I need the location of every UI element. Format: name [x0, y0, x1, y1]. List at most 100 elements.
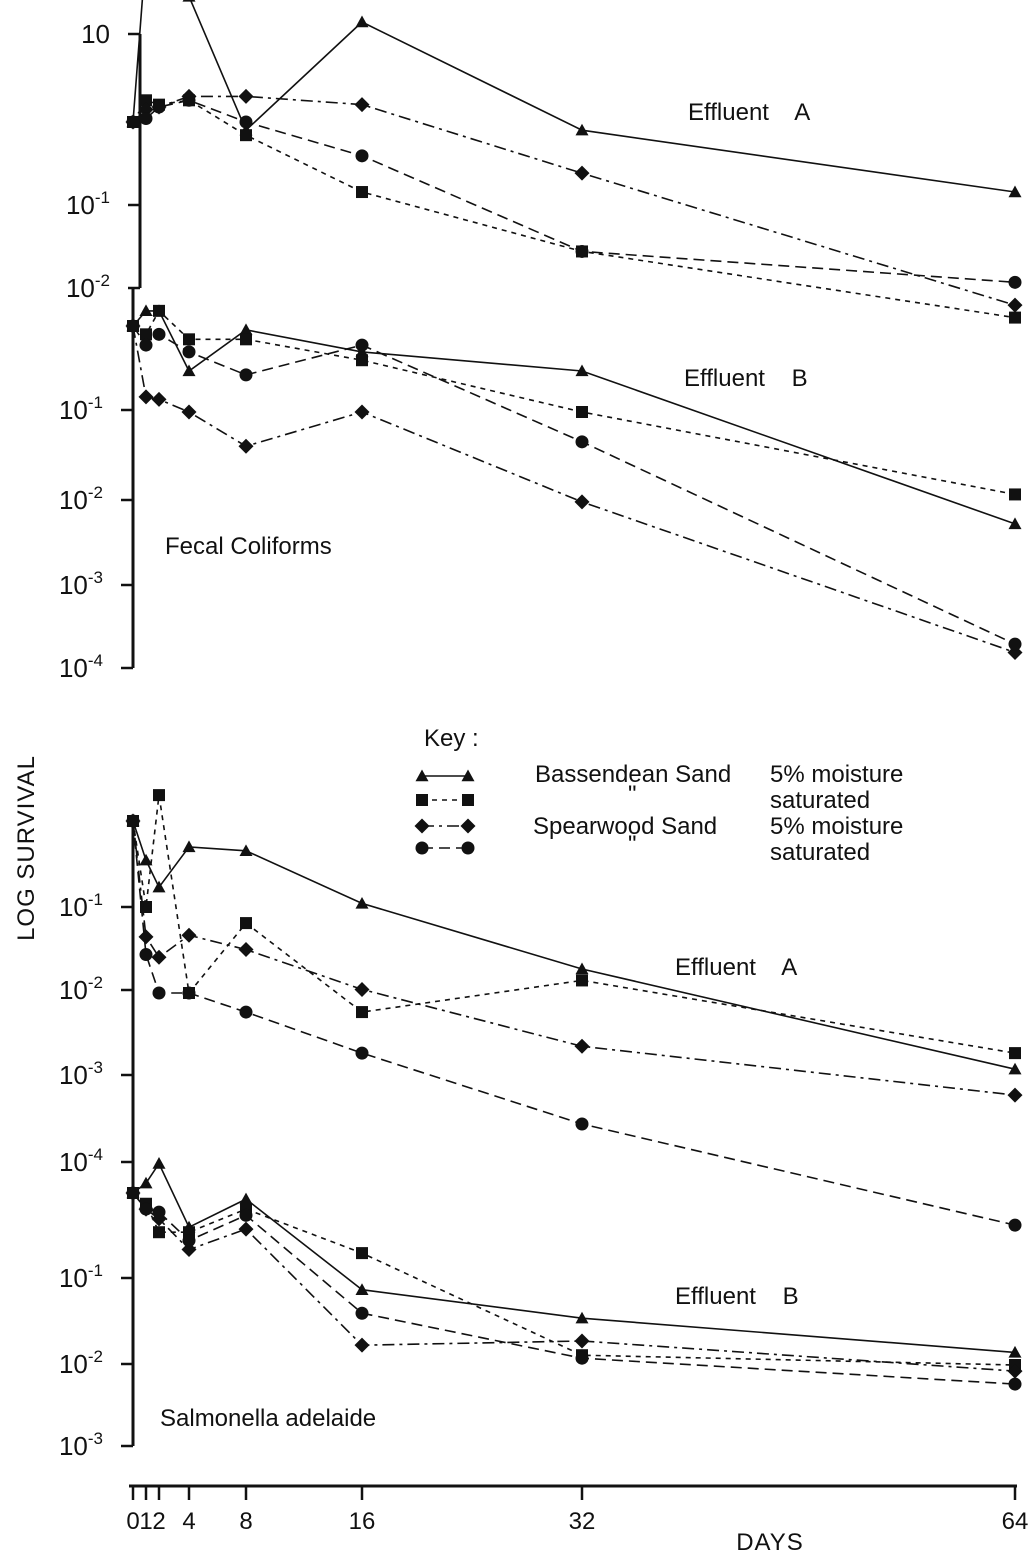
data-point-4-circle-5	[239, 1208, 253, 1222]
data-point-2-diamond-2	[138, 389, 154, 405]
data-point-2-square-4	[183, 333, 195, 346]
data-point-3-square-3	[153, 789, 165, 802]
x-tick-label-1: 1	[139, 1508, 152, 1535]
data-point-3-diamond-2	[138, 929, 154, 945]
plots-layer	[125, 0, 1023, 1391]
panel-4	[125, 1157, 1023, 1391]
data-point-4-triangle-8	[1008, 1345, 1022, 1358]
x-tick-label-16: 16	[349, 1508, 376, 1535]
y-tick-label-1-1: 10	[81, 19, 110, 49]
data-point-3-triangle-3	[152, 880, 166, 893]
data-point-3-circle-6	[355, 1046, 369, 1060]
series-line-1-square	[132, 99, 1016, 319]
data-point-4-square-6	[356, 1247, 368, 1260]
x-tick-label-0: 0	[126, 1508, 139, 1535]
data-point-1-circle-2	[139, 111, 153, 125]
data-point-2-diamond-5	[238, 438, 254, 454]
data-point-3-square-8	[1009, 1047, 1021, 1060]
series-line-2-circle	[132, 325, 1016, 645]
data-point-1-circle-3	[152, 100, 166, 114]
data-point-4-diamond-5	[238, 1221, 254, 1237]
data-point-2-diamond-7	[574, 494, 590, 510]
data-point-1-circle-5	[239, 115, 253, 129]
data-point-4-circle-3	[152, 1205, 166, 1219]
data-point-1-diamond-5	[238, 88, 254, 104]
y-tick-label-1-3: 10-2	[66, 271, 110, 303]
data-point-2-square-8	[1009, 488, 1021, 501]
data-point-2-diamond-6	[354, 404, 370, 420]
data-point-4-circle-4	[182, 1234, 196, 1248]
legend-title-colon: :	[472, 725, 479, 752]
data-point-2-circle-6	[355, 338, 369, 352]
y-tick-label-2-1: 10-1	[59, 393, 103, 425]
panel-axis-3: 10-1 10-2 10-3 10-4	[59, 818, 135, 1177]
data-point-1-triangle-6	[355, 15, 369, 28]
panel-axis-4: 10-1 10-2 10-3	[59, 1162, 135, 1461]
data-point-2-square-5	[240, 333, 252, 346]
series-line-4-circle	[132, 1192, 1016, 1385]
organism-label-salmonella: Salmonella adelaide	[160, 1405, 376, 1432]
y-tick-label-3-4: 10-4	[59, 1145, 103, 1177]
data-point-4-triangle-5	[239, 1192, 253, 1205]
legend-marker-2b	[462, 794, 474, 806]
data-point-1-diamond-7	[574, 165, 590, 181]
data-point-2-triangle-5	[239, 323, 253, 336]
panel-axis-2: 10-1 10-2 10-3 10-4	[59, 288, 135, 683]
legend-condition-3: 5% moisture	[770, 813, 903, 840]
data-point-1-diamond-6	[354, 97, 370, 113]
data-point-3-triangle-4	[182, 840, 196, 853]
data-point-1-circle-4	[182, 93, 196, 107]
data-point-3-diamond-8	[1007, 1087, 1023, 1103]
data-point-3-triangle-6	[355, 896, 369, 909]
organism-label-fecal: Fecal Coliforms	[165, 533, 332, 560]
y-tick-label-4-1: 10-1	[59, 1261, 103, 1293]
data-point-3-square-6	[356, 1006, 368, 1019]
series-line-3-square	[132, 794, 1016, 1054]
data-point-1-circle-7	[575, 244, 589, 258]
y-tick-label-2-2: 10-2	[59, 483, 103, 515]
data-point-4-circle-7	[575, 1351, 589, 1365]
series-line-2-diamond	[132, 325, 1016, 654]
data-point-2-square-7	[576, 406, 588, 418]
x-axis: 0 1 2 4 8 16 32 64	[126, 1484, 1029, 1535]
data-point-1-diamond-8	[1007, 297, 1023, 313]
series-line-4-square	[132, 1192, 1016, 1366]
axes-layer: 1010-110-210-110-210-310-410-110-210-310…	[59, 19, 1028, 1535]
y-tick-label-2-4: 10-4	[59, 651, 103, 683]
data-point-3-square-7	[576, 974, 588, 987]
data-point-2-diamond-3	[151, 391, 167, 407]
data-point-3-circle-2	[139, 948, 153, 962]
y-tick-label-3-2: 10-2	[59, 973, 103, 1005]
x-tick-label-8: 8	[239, 1508, 252, 1535]
text-layer: LOG SURVIVAL DAYS Fecal Coliforms Salmon…	[13, 99, 903, 1555]
data-point-1-triangle-8	[1008, 185, 1022, 198]
x-tick-label-32: 32	[569, 1508, 596, 1535]
legend: Key : Bassendean Sand 5% moisture " satu…	[414, 725, 903, 866]
data-point-2-circle-4	[182, 345, 196, 359]
data-point-2-square-6	[356, 354, 368, 367]
y-tick-label-4-3: 10-3	[59, 1429, 103, 1461]
legend-condition-2: saturated	[770, 787, 870, 814]
y-axis-title: LOG SURVIVAL	[13, 755, 40, 941]
data-point-2-triangle-4	[182, 364, 196, 377]
legend-soil-2: "	[628, 781, 637, 808]
legend-marker-2a	[416, 794, 428, 806]
legend-soil-3: Spearwood Sand	[533, 813, 717, 840]
x-tick-label-64: 64	[1002, 1508, 1029, 1535]
panel-2	[125, 304, 1023, 660]
legend-title: Key	[424, 725, 465, 752]
series-line-3-diamond	[132, 820, 1016, 1096]
legend-marker-3b	[460, 818, 476, 834]
data-point-3-circle-3	[152, 986, 166, 1000]
data-point-3-circle-1	[126, 814, 140, 828]
data-point-3-circle-7	[575, 1117, 589, 1131]
series-line-3-triangle	[132, 820, 1016, 1070]
data-point-2-diamond-4	[181, 404, 197, 420]
legend-condition-4: saturated	[770, 839, 870, 866]
series-line-1-circle	[132, 99, 1016, 284]
legend-marker-4b	[461, 841, 475, 855]
effluent-label-salm-a: Effluent A	[675, 954, 797, 981]
data-point-4-diamond-8	[1007, 1363, 1023, 1379]
data-point-4-circle-8	[1008, 1377, 1022, 1391]
